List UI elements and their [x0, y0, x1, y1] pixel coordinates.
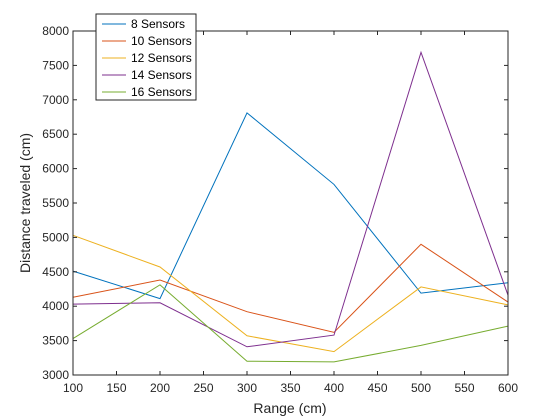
- x-tick-label: 600: [498, 381, 518, 395]
- y-tick-label: 8000: [42, 24, 69, 38]
- x-tick-label: 500: [411, 381, 431, 395]
- y-tick-label: 4500: [42, 265, 69, 279]
- x-tick-label: 550: [454, 381, 474, 395]
- y-tick-label: 5000: [42, 230, 69, 244]
- y-tick-label: 6500: [42, 127, 69, 141]
- x-tick-label: 350: [280, 381, 300, 395]
- legend: 8 Sensors 10 Sensors 12 Sensors 14 Sensors 1…: [95, 13, 197, 101]
- x-tick-label: 200: [150, 381, 170, 395]
- series-line-10-sensors: [72, 243, 509, 333]
- x-tick-label: 450: [367, 381, 387, 395]
- series-line-16-sensors: [72, 284, 509, 363]
- x-tick-label: 100: [63, 381, 83, 395]
- series-layer: [72, 50, 509, 363]
- x-tick-label: 300: [237, 381, 257, 395]
- y-tick-label: 7000: [42, 93, 69, 107]
- series-line-14-sensors: [72, 50, 509, 348]
- series-line-12-sensors: [72, 234, 509, 353]
- y-tick-label: 6000: [42, 162, 69, 176]
- y-axis: 3000 3500 4000 4500 5000 5500 6000 6500 7000 7500…: [42, 24, 508, 382]
- y-tick-label: 3500: [42, 334, 69, 348]
- x-tick-label: 400: [324, 381, 344, 395]
- y-tick-label: 7500: [42, 58, 69, 72]
- y-tick-label: 4000: [42, 299, 69, 313]
- y-tick-label: 3000: [42, 368, 69, 382]
- y-tick-label: 5500: [42, 196, 69, 210]
- legend-label: 12 Sensors: [131, 51, 192, 65]
- y-axis-title: Distance traveled (cm): [17, 133, 33, 273]
- x-axis: 100 150 200 250 300 350 400 450 500 550 600: [63, 31, 518, 395]
- legend-label: 14 Sensors: [131, 68, 192, 82]
- legend-box: [95, 13, 197, 101]
- x-axis-title: Range (cm): [253, 400, 326, 416]
- legend-label: 16 Sensors: [131, 85, 192, 99]
- x-tick-label: 150: [106, 381, 126, 395]
- x-tick-label: 250: [193, 381, 213, 395]
- legend-label: 8 Sensors: [131, 17, 185, 31]
- legend-label: 10 Sensors: [131, 34, 192, 48]
